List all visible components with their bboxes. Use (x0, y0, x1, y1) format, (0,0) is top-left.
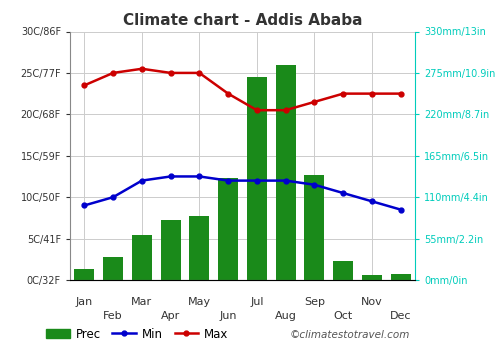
Bar (190, 216, 210, 280)
Title: Climate chart - Addis Ababa: Climate chart - Addis Ababa (123, 13, 362, 28)
Text: Jul: Jul (250, 297, 264, 307)
Text: Oct: Oct (334, 310, 353, 321)
Bar (218, 178, 238, 280)
Text: Feb: Feb (104, 310, 123, 321)
Text: Nov: Nov (361, 297, 383, 307)
Bar (304, 175, 324, 280)
Text: Jan: Jan (76, 297, 93, 307)
Bar (132, 235, 152, 280)
Text: May: May (188, 297, 211, 307)
Bar (362, 275, 382, 280)
Text: Dec: Dec (390, 310, 411, 321)
Text: Apr: Apr (161, 310, 180, 321)
Text: Aug: Aug (274, 310, 296, 321)
Bar (74, 269, 94, 280)
Text: Mar: Mar (132, 297, 152, 307)
Text: ©climatestotravel.com: ©climatestotravel.com (290, 329, 410, 340)
Text: Jun: Jun (220, 310, 237, 321)
Bar (276, 65, 295, 280)
Bar (333, 261, 353, 280)
Text: Sep: Sep (304, 297, 325, 307)
Bar (247, 77, 267, 280)
Bar (160, 220, 180, 280)
Legend: Prec, Min, Max: Prec, Min, Max (46, 328, 228, 341)
Bar (390, 274, 410, 280)
Bar (103, 257, 123, 280)
